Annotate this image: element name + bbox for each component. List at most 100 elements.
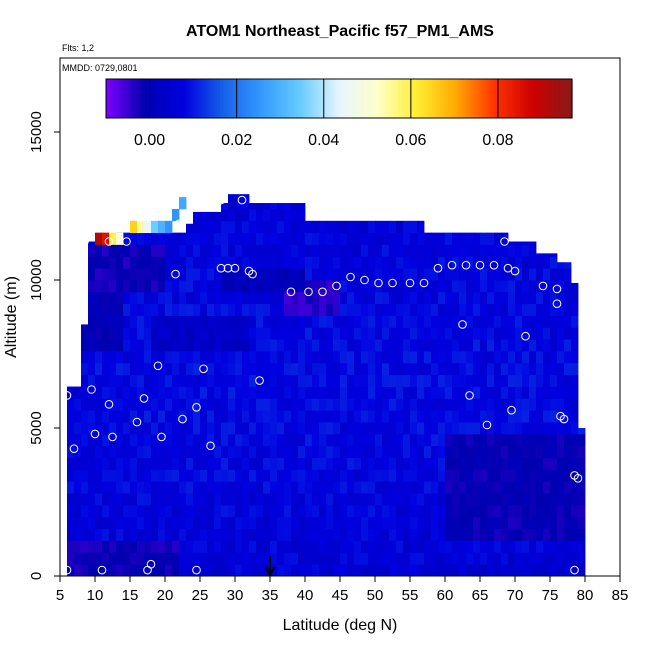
heatmap-cell <box>284 291 292 305</box>
heatmap-cell <box>221 208 229 222</box>
heatmap-cell <box>536 433 544 447</box>
heatmap-cell <box>200 327 208 340</box>
heatmap-cell <box>291 516 299 530</box>
heatmap-cell <box>242 374 250 387</box>
heatmap-cell <box>529 445 537 458</box>
heatmap-cell <box>319 552 327 565</box>
heatmap-cell <box>333 481 341 494</box>
heatmap-cell <box>207 327 215 340</box>
heatmap-cell <box>333 516 341 530</box>
heatmap-cell <box>543 315 551 328</box>
colorbar-segment <box>406 79 410 118</box>
heatmap-cell <box>543 481 551 494</box>
heatmap-cell <box>130 481 138 494</box>
heatmap-cell <box>319 516 327 530</box>
heatmap-cell <box>186 540 194 553</box>
heatmap-cell <box>515 374 523 387</box>
heatmap-cell <box>403 564 411 577</box>
colorbar-segment <box>284 79 288 118</box>
heatmap-cell <box>396 516 404 530</box>
heatmap-cell <box>214 469 222 482</box>
heatmap-cell <box>172 327 180 340</box>
heatmap-cell <box>522 303 530 316</box>
heatmap-cell <box>284 410 292 423</box>
heatmap-cell <box>340 516 348 530</box>
heatmap-cell <box>137 516 145 530</box>
heatmap-cell <box>354 327 362 340</box>
heatmap-cell <box>200 374 208 387</box>
heatmap-cell <box>550 528 558 541</box>
heatmap-cell <box>410 327 418 340</box>
heatmap-cell <box>298 291 306 305</box>
heatmap-cell <box>179 469 187 482</box>
heatmap-cell <box>410 516 418 530</box>
heatmap-cell <box>473 528 481 541</box>
heatmap-cell <box>529 374 537 387</box>
colorbar-segment <box>248 79 252 118</box>
heatmap-cell <box>473 244 481 257</box>
heatmap-cell <box>501 268 509 281</box>
heatmap-cell <box>256 303 264 316</box>
colorbar-segment <box>499 79 503 118</box>
heatmap-cell <box>221 504 229 518</box>
heatmap-cell <box>305 244 313 257</box>
heatmap-cell <box>221 445 229 458</box>
observation-point <box>62 565 72 575</box>
heatmap-cell <box>347 339 355 352</box>
heatmap-cell <box>291 504 299 518</box>
heatmap-cell <box>235 481 243 494</box>
heatmap-cell <box>193 303 201 316</box>
heatmap-cell <box>186 291 194 305</box>
heatmap-cell <box>235 280 243 293</box>
heatmap-cell <box>333 315 341 328</box>
heatmap-cell <box>102 410 110 423</box>
heatmap-cell-high <box>109 232 117 245</box>
heatmap-cell <box>270 208 278 222</box>
heatmap-cell <box>368 481 376 494</box>
observation-point <box>97 565 107 575</box>
heatmap-cell <box>508 256 516 269</box>
heatmap-cell <box>172 291 180 305</box>
heatmap-cell <box>459 445 467 458</box>
colorbar-segment <box>116 79 120 118</box>
heatmap-cell <box>557 528 565 541</box>
heatmap-cell <box>389 540 397 553</box>
heatmap-cell <box>529 552 537 565</box>
heatmap-cell <box>543 291 551 305</box>
heatmap-cell <box>74 504 82 518</box>
colorbar-segment <box>209 79 213 118</box>
colorbar-segment <box>113 79 117 118</box>
heatmap-cell <box>95 398 103 411</box>
heatmap-cell <box>389 232 397 245</box>
heatmap-cell <box>501 540 509 553</box>
heatmap-cell <box>564 374 572 387</box>
colorbar-ticks: 0.00 0.02 0.04 0.06 0.08 <box>134 79 514 149</box>
heatmap-cell <box>235 422 243 435</box>
heatmap-cell <box>235 315 243 328</box>
heatmap-cell <box>487 303 495 316</box>
heatmap-cell <box>501 374 509 387</box>
heatmap-cell <box>291 362 299 376</box>
heatmap-cell <box>515 244 523 257</box>
heatmap-cell <box>396 327 404 340</box>
heatmap-cell <box>207 445 215 458</box>
heatmap-cell <box>158 540 166 553</box>
colorbar-segment <box>346 79 350 118</box>
heatmap-cell <box>130 410 138 423</box>
heatmap-cell <box>256 564 264 577</box>
heatmap-cell <box>389 564 397 577</box>
colorbar-segment <box>292 79 296 118</box>
heatmap-cell <box>200 268 208 281</box>
heatmap-cell <box>207 398 215 411</box>
colorbar-segment <box>201 79 205 118</box>
colorbar-segment <box>483 79 488 118</box>
heatmap-cell <box>501 232 509 245</box>
x-tick-label: 50 <box>367 587 384 604</box>
heatmap-cell <box>214 552 222 565</box>
colorbar-segment <box>155 79 159 118</box>
heatmap-cell <box>382 268 390 281</box>
heatmap-cell <box>291 469 299 482</box>
heatmap-cell <box>515 433 523 447</box>
heatmap-cell <box>179 516 187 530</box>
heatmap-cell <box>403 280 411 293</box>
